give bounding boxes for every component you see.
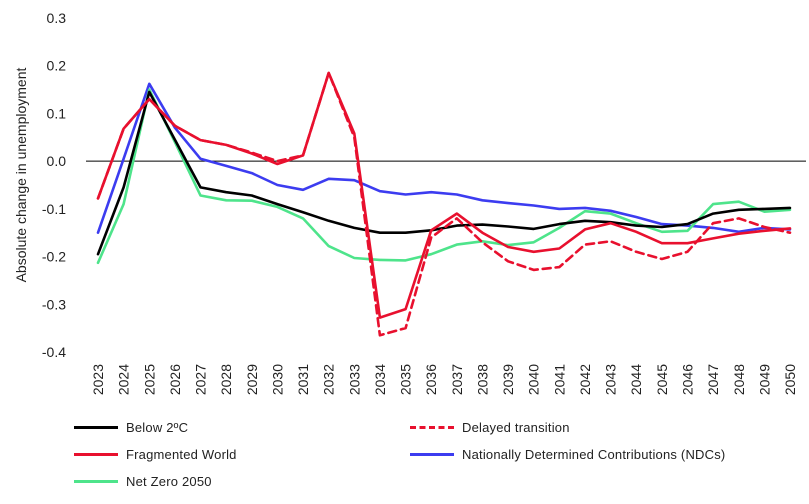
x-tick-label: 2043: [603, 364, 619, 395]
legend-label-fragmented-world: Fragmented World: [126, 446, 237, 462]
x-tick-label: 2048: [731, 364, 747, 395]
legend-label-ndcs: Nationally Determined Contributions (NDC…: [462, 446, 726, 462]
y-axis: 0.3 0.2 0.1 0.0 -0.1 -0.2 -0.3 -0.4: [42, 10, 66, 360]
x-tick-label: 2027: [193, 364, 209, 395]
x-tick-label: 2026: [167, 364, 183, 395]
line-chart: 0.30.20.10.0-0.1-0.2-0.3-0.4 2023 2024 202…: [13, 10, 806, 395]
legend-label-delayed-transition: Delayed transition: [462, 419, 570, 435]
legend-swatch-delayed-transition: [410, 425, 454, 429]
x-tick-label: 2030: [269, 364, 285, 395]
legend: Below 2ºC Delayed transition Fragmented …: [0, 412, 809, 504]
legend-swatch-fragmented-world: [74, 452, 118, 456]
x-tick-label: 2041: [551, 364, 567, 395]
x-tick-label: 2034: [372, 364, 388, 395]
y-axis-label: Absolute change in unemployment: [13, 67, 29, 282]
legend-swatch-below-2c: [74, 425, 118, 429]
y-tick-label: -0.1: [42, 201, 66, 217]
series-line-delayed-transition: [96, 71, 792, 337]
y-tick-label: -0.3: [42, 296, 66, 312]
series-layer: [96, 71, 792, 337]
series-line-net-zero-2050: [96, 88, 792, 265]
y-tick-label: 0.3: [47, 10, 67, 26]
x-tick-label: 2031: [295, 364, 311, 395]
x-tick-label: 2046: [679, 364, 695, 395]
legend-label-below-2c: Below 2ºC: [126, 419, 189, 435]
x-tick-label: 2049: [756, 364, 772, 395]
series-line-below-2-c: [96, 90, 792, 256]
y-tick-label: -0.4: [42, 344, 66, 360]
series-line-nationally-determined-contributions-ndcs: [96, 82, 792, 234]
x-tick-label: 2035: [398, 364, 414, 395]
series-line-fragmented-world: [96, 71, 792, 319]
x-tick-label: 2045: [654, 364, 670, 395]
x-tick-label: 2023: [90, 364, 106, 395]
y-tick-label: 0.2: [47, 58, 67, 74]
x-tick-label: 2050: [782, 364, 798, 395]
x-tick-label: 2037: [449, 364, 465, 395]
x-tick-label: 2032: [321, 364, 337, 395]
x-tick-label: 2028: [218, 364, 234, 395]
x-tick-label: 2039: [500, 364, 516, 395]
x-tick-label: 2042: [577, 364, 593, 395]
y-tick-label: 0.0: [47, 153, 67, 169]
x-tick-label: 2029: [244, 364, 260, 395]
legend-swatch-ndcs: [410, 452, 454, 456]
y-tick-label: 0.1: [47, 105, 67, 121]
x-tick-label: 2044: [628, 364, 644, 395]
legend-item-fragmented-world: Fragmented World: [74, 443, 237, 465]
x-axis: 2023 2024 2025 2026 2027 2028 2029 2030 2031 2032…: [90, 364, 798, 395]
legend-item-below-2c: Below 2ºC: [74, 416, 188, 438]
x-tick-label: 2036: [423, 364, 439, 395]
x-tick-label: 2025: [141, 364, 157, 395]
legend-item-ndcs: Nationally Determined Contributions (NDC…: [410, 443, 725, 465]
y-tick-label: -0.2: [42, 249, 66, 265]
x-tick-label: 2047: [705, 364, 721, 395]
legend-item-delayed-transition: Delayed transition: [410, 416, 570, 438]
x-tick-label: 2024: [116, 364, 132, 395]
x-tick-label: 2038: [474, 364, 490, 395]
x-tick-label: 2040: [526, 364, 542, 395]
legend-swatch-net-zero-2050: [74, 479, 118, 483]
legend-item-net-zero-2050: Net Zero 2050: [74, 470, 212, 492]
legend-label-net-zero-2050: Net Zero 2050: [126, 473, 212, 489]
x-tick-label: 2033: [346, 364, 362, 395]
